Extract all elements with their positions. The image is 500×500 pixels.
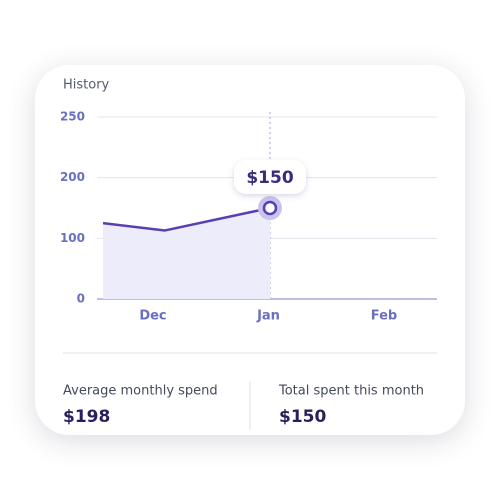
marker: [262, 200, 278, 216]
y-tick-label: 0: [77, 292, 85, 306]
y-tick-label: 100: [60, 231, 85, 245]
x-tick-label: Jan: [256, 309, 280, 324]
stat-label: Total spent this month: [278, 384, 424, 399]
stat-value: $198: [63, 407, 110, 427]
tooltip: [234, 160, 306, 194]
x-tick-label: Dec: [139, 309, 166, 324]
stat-value: $150: [279, 407, 326, 427]
line: [102, 206, 271, 232]
tooltip-label: $150: [246, 168, 293, 188]
y-tick-label: 200: [60, 170, 85, 184]
chart-title: History: [63, 78, 110, 93]
area: [103, 208, 270, 299]
y-tick-label: 250: [60, 110, 85, 124]
x-tick-label: Feb: [371, 309, 397, 324]
stat-label: Average monthly spend: [63, 384, 218, 399]
